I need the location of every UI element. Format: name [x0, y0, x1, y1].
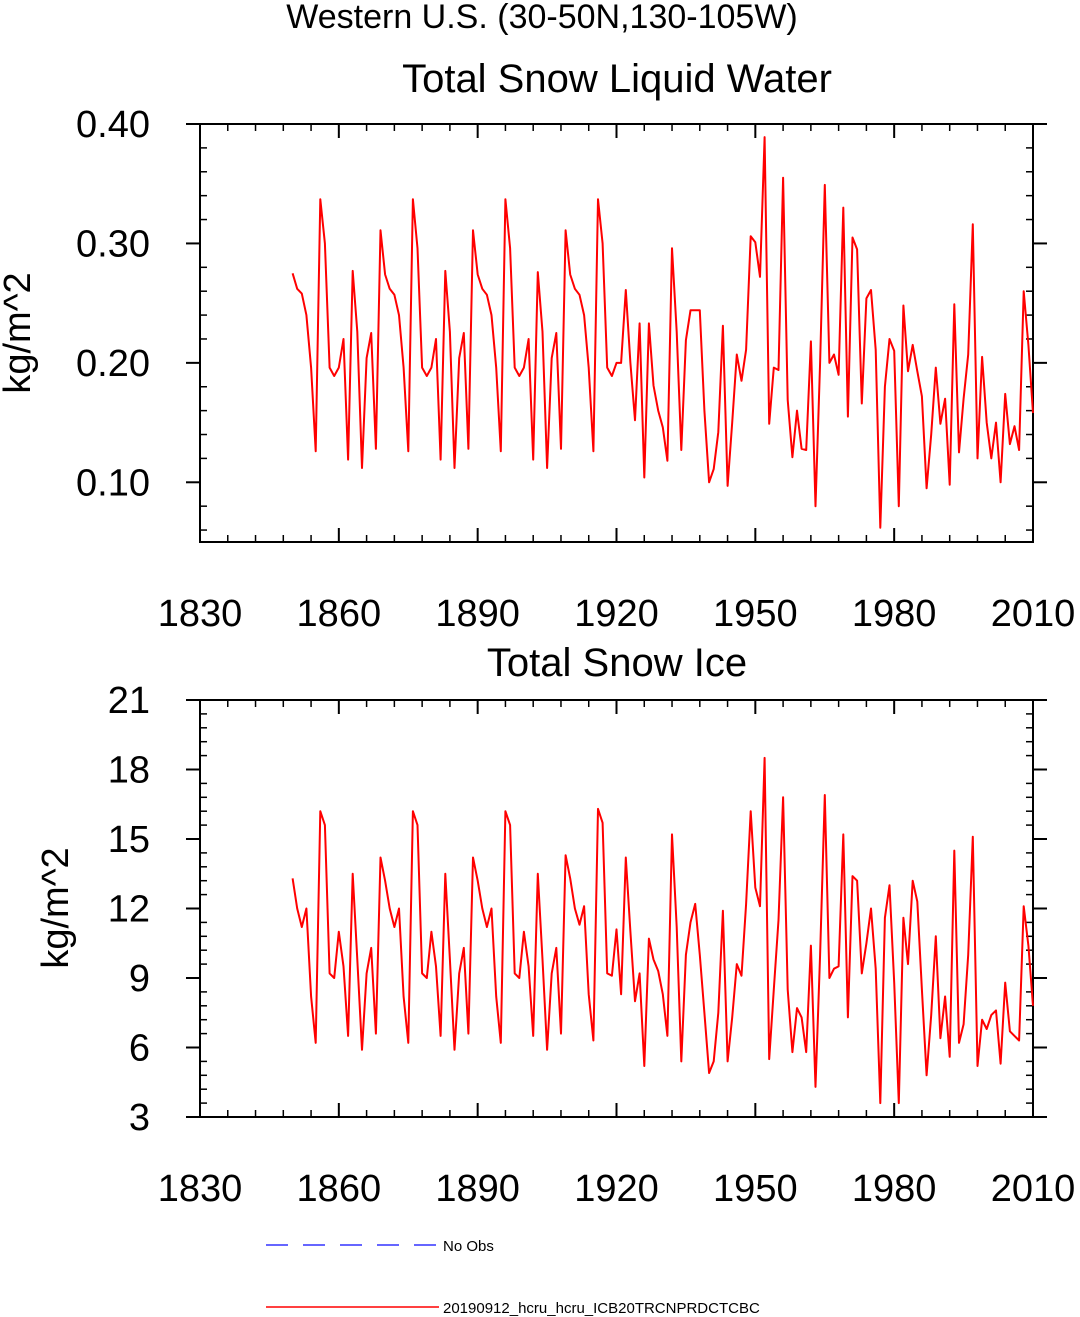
ticks: 1830 1860 1890 1920 1950 1980 2010 0.10 0.20 0.30… [76, 104, 1075, 635]
y-tick-label: 9 [129, 958, 150, 1000]
y-tick-label: 3 [129, 1097, 150, 1139]
ticks: 1830 1860 1890 1920 1950 1980 2010 3 6 9 12 15 18 21 [108, 680, 1076, 1210]
y-tick-label: 21 [108, 680, 150, 722]
x-tick-label: 1860 [297, 1168, 382, 1210]
x-tick-label: 1920 [574, 1168, 659, 1210]
x-tick-label: 1920 [574, 593, 659, 635]
x-tick-label: 1860 [297, 593, 382, 635]
legend-label-model: 20190912_hcru_hcru_ICB20TRCNPRDCTCBC [443, 1300, 760, 1317]
y-tick-label: 18 [108, 750, 150, 792]
legend: No Obs 20190912_hcru_hcru_ICB20TRCNPRDCT… [266, 1238, 760, 1317]
x-tick-label: 1890 [435, 593, 520, 635]
x-tick-label: 1950 [713, 1168, 798, 1210]
x-tick-label: 1830 [158, 593, 243, 635]
series-line-model [291, 756, 1034, 1105]
y-tick-label: 0.10 [76, 462, 150, 504]
panel-snow-liquid-water: Total Snow Liquid Water kg/m^2 1830 1860 1… [0, 57, 1075, 635]
x-tick-label: 2010 [991, 1168, 1076, 1210]
x-tick-label: 2010 [991, 593, 1076, 635]
y-axis-label-group: kg/m^2 [35, 847, 77, 968]
x-tick-label: 1890 [435, 1168, 520, 1210]
panel-snow-ice: Total Snow Ice kg/m^2 1830 1860 1890 1920 19… [35, 641, 1075, 1210]
y-tick-label: 15 [108, 819, 150, 861]
y-tick-label: 0.30 [76, 223, 150, 265]
plot-frame [199, 699, 1034, 1118]
legend-label-no-obs: No Obs [443, 1238, 494, 1255]
y-axis-label: kg/m^2 [35, 847, 77, 968]
y-tick-label: 12 [108, 889, 150, 931]
y-tick-label: 0.20 [76, 343, 150, 385]
y-tick-label: 6 [129, 1028, 150, 1070]
panel-title: Total Snow Liquid Water [402, 57, 832, 101]
x-tick-label: 1980 [852, 1168, 937, 1210]
x-tick-label: 1830 [158, 1168, 243, 1210]
series-line-model [291, 136, 1034, 529]
y-axis-label: kg/m^2 [0, 272, 39, 393]
y-tick-label: 0.40 [76, 104, 150, 146]
figure-title: Western U.S. (30-50N,130-105W) [286, 0, 797, 36]
x-tick-label: 1950 [713, 593, 798, 635]
plot-frame [199, 123, 1034, 543]
y-axis-label-group: kg/m^2 [0, 272, 39, 393]
panel-title: Total Snow Ice [487, 641, 747, 685]
x-tick-label: 1980 [852, 593, 937, 635]
